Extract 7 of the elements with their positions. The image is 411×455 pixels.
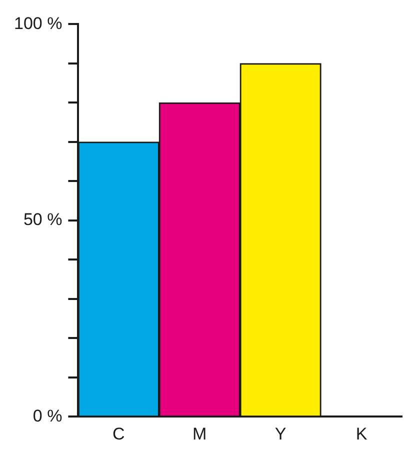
y-tick-label: 100 %: [14, 14, 62, 33]
y-tick-label: 50 %: [23, 210, 62, 230]
x-tick-label: M: [192, 424, 207, 444]
x-tick-label: K: [356, 424, 368, 444]
x-tick-label: C: [112, 424, 125, 444]
x-tick-label: Y: [274, 424, 286, 444]
y-tick-label: 0 %: [32, 406, 62, 426]
